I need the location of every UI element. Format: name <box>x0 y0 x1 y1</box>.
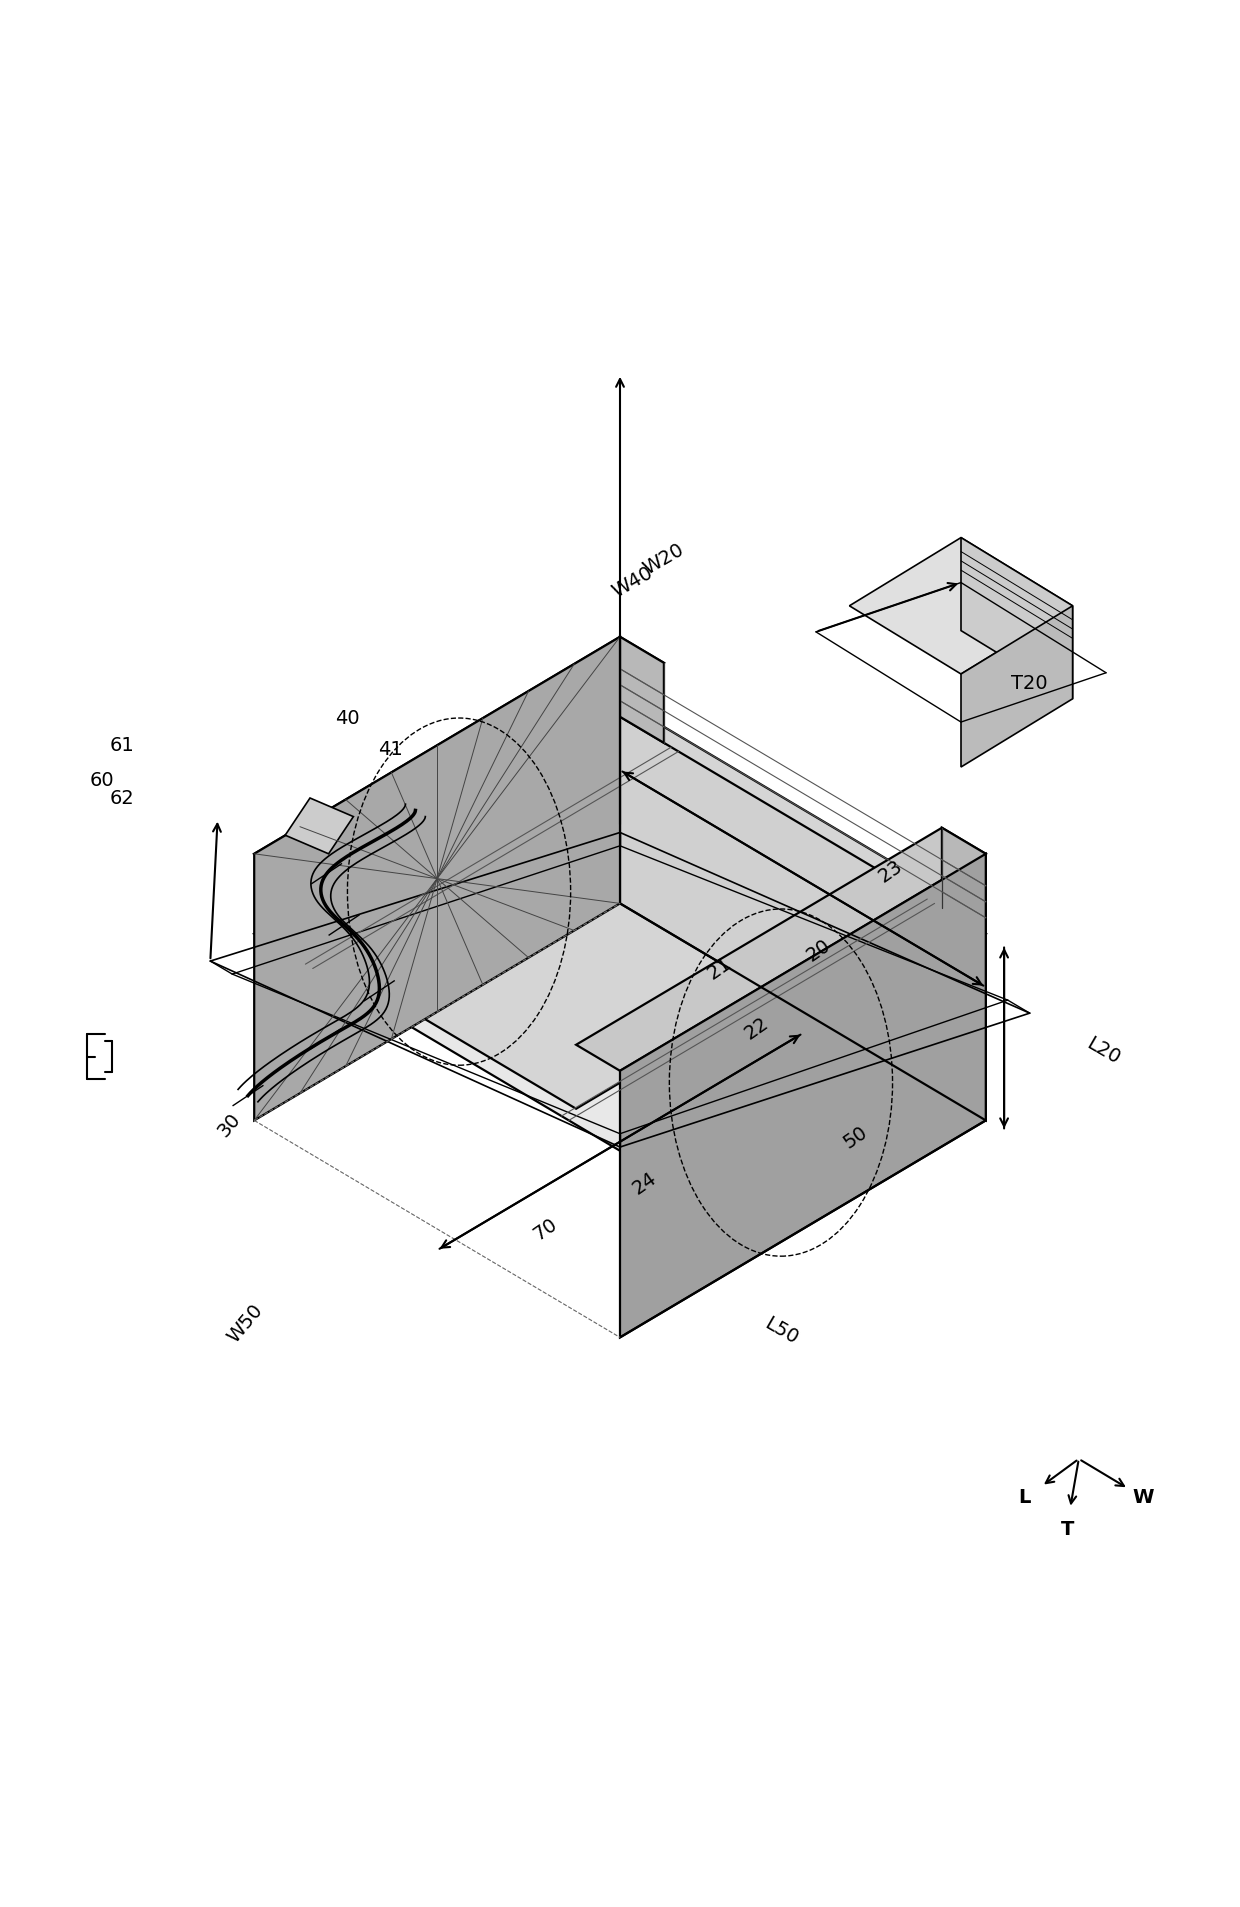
Text: 30: 30 <box>215 1110 244 1140</box>
Text: W20: W20 <box>640 540 687 578</box>
Text: T: T <box>1061 1520 1074 1539</box>
Polygon shape <box>961 606 1073 769</box>
Text: 22: 22 <box>740 1013 773 1043</box>
Text: 61: 61 <box>109 736 134 755</box>
Polygon shape <box>285 799 353 854</box>
Text: L: L <box>1018 1487 1030 1507</box>
Polygon shape <box>298 727 942 1110</box>
Text: 23: 23 <box>874 856 906 885</box>
Polygon shape <box>961 538 1073 700</box>
Polygon shape <box>620 717 986 1121</box>
Text: 50: 50 <box>839 1121 872 1152</box>
Text: 20: 20 <box>802 934 835 965</box>
Text: 60: 60 <box>89 770 114 789</box>
Text: T20: T20 <box>1011 673 1048 692</box>
Text: 24: 24 <box>629 1167 661 1198</box>
Text: W: W <box>1132 1487 1154 1507</box>
Polygon shape <box>620 854 986 1337</box>
Polygon shape <box>620 637 663 744</box>
Text: L50: L50 <box>761 1314 801 1348</box>
Polygon shape <box>849 538 1073 675</box>
Text: 41: 41 <box>378 740 403 759</box>
Text: L20: L20 <box>1084 1034 1123 1068</box>
Polygon shape <box>254 717 986 1152</box>
Polygon shape <box>254 637 620 1121</box>
Text: 40: 40 <box>335 709 360 727</box>
Polygon shape <box>254 637 663 881</box>
Polygon shape <box>577 828 986 1072</box>
Text: 62: 62 <box>109 789 134 809</box>
Polygon shape <box>942 828 986 934</box>
Text: W50: W50 <box>224 1301 267 1346</box>
Text: 70: 70 <box>529 1213 562 1243</box>
Text: W40: W40 <box>609 563 656 601</box>
Text: 21: 21 <box>703 954 735 984</box>
